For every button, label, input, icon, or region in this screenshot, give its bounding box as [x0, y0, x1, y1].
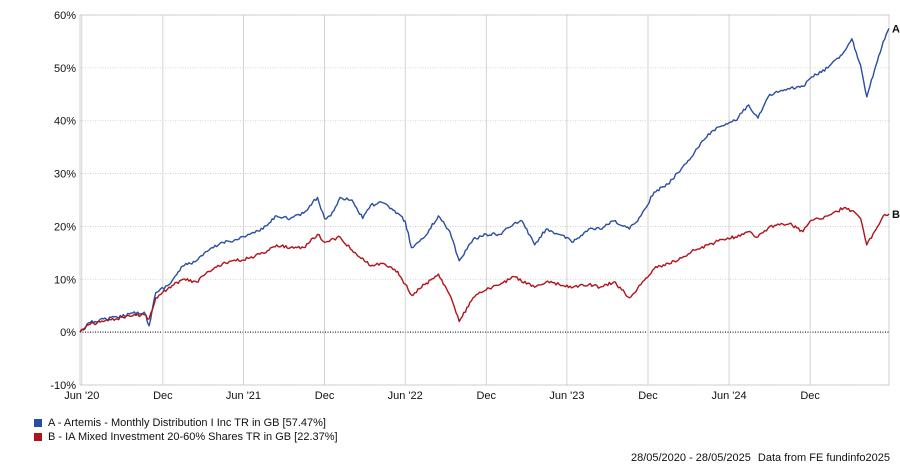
series-line-a [79, 28, 890, 333]
y-tick-label: 0% [60, 327, 76, 339]
series-line-b [79, 206, 890, 333]
x-tick-label: Jun '24 [711, 390, 746, 402]
y-tick-label: 20% [54, 221, 76, 233]
plot-frame [79, 14, 890, 386]
legend-item-b: B - IA Mixed Investment 20-60% Shares TR… [34, 430, 338, 444]
footer-date-range: 28/05/2020 - 28/05/2025 [630, 452, 751, 464]
legend: A - Artemis - Monthly Distribution I Inc… [34, 416, 338, 444]
y-tick-label: 30% [54, 169, 76, 181]
series-lines [79, 28, 890, 333]
x-tick-label: Jun '21 [226, 390, 261, 402]
end-labels: AB [892, 23, 900, 221]
legend-label-a: A - Artemis - Monthly Distribution I Inc… [48, 417, 326, 429]
y-tick-label: 50% [54, 63, 76, 75]
y-tick-label: 60% [54, 10, 76, 22]
y-tick-label: 10% [54, 274, 76, 286]
end-label-a: A [892, 23, 900, 35]
footer: 28/05/2020 - 28/05/2025 Data from FE fun… [631, 452, 890, 464]
y-tick-label: 40% [54, 116, 76, 128]
legend-item-a: A - Artemis - Monthly Distribution I Inc… [34, 416, 338, 430]
y-axis: -10% 0% 10% 20% 30% 40% 50% 60% [50, 10, 76, 392]
end-label-b: B [892, 209, 900, 221]
legend-swatch-a [34, 419, 42, 427]
x-tick-label: Jun '20 [64, 390, 99, 402]
y-tick-label: -10% [50, 380, 76, 392]
x-tick-label: Dec [638, 390, 658, 402]
legend-label-b: B - IA Mixed Investment 20-60% Shares TR… [48, 431, 338, 443]
x-tick-label: Dec [476, 390, 496, 402]
x-axis: Jun '20 Dec Jun '21 Dec Jun '22 Dec Jun '23 Dec… [64, 390, 820, 402]
grid [79, 14, 890, 386]
x-tick-label: Jun '22 [388, 390, 423, 402]
legend-swatch-b [34, 433, 42, 441]
x-tick-label: Dec [800, 390, 820, 402]
x-tick-label: Dec [153, 390, 173, 402]
footer-credit: Data from FE fundinfo2025 [757, 452, 890, 464]
x-tick-label: Jun '23 [549, 390, 584, 402]
x-tick-label: Dec [315, 390, 335, 402]
